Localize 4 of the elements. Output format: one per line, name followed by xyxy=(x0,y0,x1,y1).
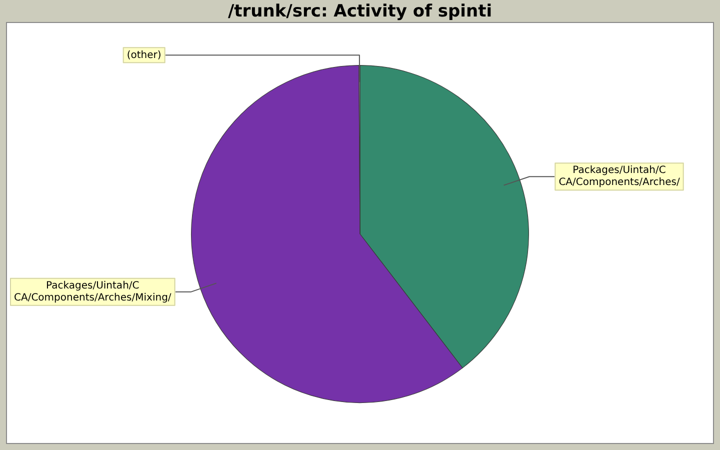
slice-label: Packages/Uintah/C CA/Components/Arches/ xyxy=(558,165,680,188)
chart-title: /trunk/src: Activity of spinti xyxy=(228,2,492,22)
slice-label: (other) xyxy=(126,50,162,61)
slice-label: Packages/Uintah/C CA/Components/Arches/Mixing/ xyxy=(14,280,172,304)
